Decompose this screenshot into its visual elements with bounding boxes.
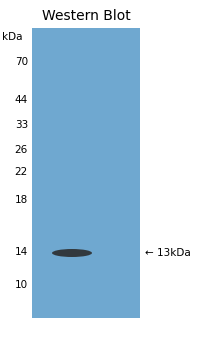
Text: 26: 26 bbox=[15, 145, 28, 155]
Text: 10: 10 bbox=[15, 280, 28, 290]
Text: 22: 22 bbox=[15, 167, 28, 177]
Text: kDa: kDa bbox=[2, 32, 22, 42]
Text: 44: 44 bbox=[15, 95, 28, 105]
Text: 70: 70 bbox=[15, 57, 28, 67]
Text: 18: 18 bbox=[15, 195, 28, 205]
Text: 14: 14 bbox=[15, 247, 28, 257]
Text: ← 13kDa: ← 13kDa bbox=[144, 248, 190, 258]
Text: Western Blot: Western Blot bbox=[41, 9, 130, 23]
Bar bbox=[32, 28, 139, 318]
Ellipse shape bbox=[52, 249, 92, 257]
Text: 33: 33 bbox=[15, 120, 28, 130]
